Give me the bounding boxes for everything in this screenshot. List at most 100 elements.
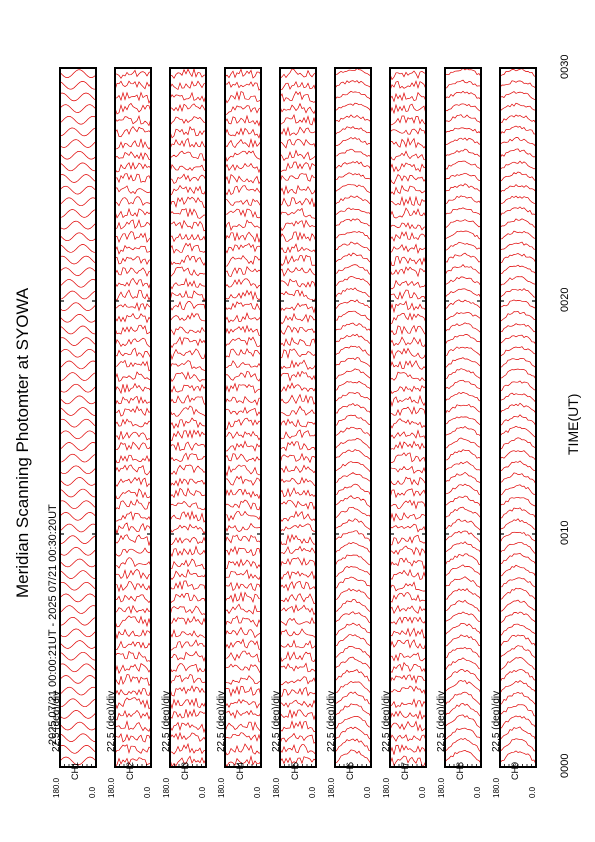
data-trace xyxy=(389,639,427,650)
data-trace xyxy=(169,663,207,673)
data-trace xyxy=(389,336,427,348)
data-trace xyxy=(500,230,537,240)
data-trace xyxy=(224,242,262,254)
data-trace xyxy=(334,449,372,461)
data-trace xyxy=(389,289,427,302)
data-trace xyxy=(279,173,316,184)
data-trace xyxy=(59,220,97,230)
x-axis-label: TIME(UT) xyxy=(565,394,581,455)
data-trace xyxy=(279,604,317,616)
data-trace xyxy=(444,276,482,287)
data-trace xyxy=(169,628,207,639)
data-trace xyxy=(334,669,372,682)
data-trace xyxy=(499,669,537,683)
data-trace xyxy=(444,518,482,532)
data-trace xyxy=(114,557,152,569)
data-trace xyxy=(59,558,97,568)
data-trace xyxy=(114,395,152,407)
data-trace xyxy=(114,277,152,289)
x-tick-label: 0000 xyxy=(559,754,571,778)
data-trace xyxy=(389,91,427,103)
data-trace xyxy=(114,628,152,640)
data-trace xyxy=(224,685,262,698)
data-trace xyxy=(499,334,537,346)
panel-ch4 xyxy=(224,67,262,768)
data-trace xyxy=(279,102,317,115)
data-trace xyxy=(169,173,207,184)
scale-label: 22.5 (deg)/div xyxy=(216,691,227,752)
data-trace xyxy=(389,440,427,451)
data-trace xyxy=(334,611,372,624)
data-trace xyxy=(279,289,317,302)
data-trace xyxy=(499,531,537,543)
data-trace xyxy=(169,290,207,303)
data-trace xyxy=(169,510,207,523)
data-trace xyxy=(169,545,207,558)
data-trace xyxy=(224,475,262,486)
data-trace xyxy=(224,370,262,382)
data-trace xyxy=(279,348,317,360)
data-trace xyxy=(389,534,427,546)
y-tick-label-min: 0.0 xyxy=(198,786,207,798)
data-trace xyxy=(499,518,537,531)
data-trace xyxy=(224,545,262,557)
x-tick-label: 0030 xyxy=(559,55,571,79)
y-tick-label-max: 180.0 xyxy=(217,777,226,798)
data-trace xyxy=(279,80,317,92)
data-trace xyxy=(334,172,372,181)
data-trace xyxy=(334,483,372,497)
scale-label: 22.5 (deg)/div xyxy=(51,691,62,752)
data-trace xyxy=(444,195,482,205)
data-trace xyxy=(334,461,372,474)
data-trace xyxy=(389,512,427,523)
data-trace xyxy=(499,484,537,496)
data-trace xyxy=(334,195,372,206)
data-trace xyxy=(279,709,317,721)
data-trace xyxy=(169,164,207,173)
data-trace xyxy=(169,207,207,219)
y-tick-label-max: 180.0 xyxy=(162,777,171,798)
panel-ch3 xyxy=(169,67,207,768)
data-trace xyxy=(59,279,97,288)
data-trace xyxy=(224,440,262,452)
data-trace xyxy=(334,276,372,287)
data-trace xyxy=(169,487,207,499)
data-trace xyxy=(444,148,482,158)
data-trace xyxy=(114,615,152,628)
data-trace xyxy=(224,231,262,243)
panel-ch8 xyxy=(444,67,482,768)
data-trace xyxy=(334,252,372,264)
data-trace xyxy=(444,137,482,146)
data-trace xyxy=(169,277,206,290)
panel-frame xyxy=(499,67,537,768)
data-trace xyxy=(389,616,427,625)
data-trace xyxy=(444,599,482,612)
data-trace xyxy=(169,558,207,570)
data-trace xyxy=(114,267,152,277)
panel-frame xyxy=(334,67,372,768)
data-trace xyxy=(169,196,207,208)
data-trace xyxy=(169,742,207,755)
data-trace xyxy=(334,333,372,345)
data-trace xyxy=(444,252,482,263)
data-trace xyxy=(444,737,482,753)
data-trace xyxy=(499,496,537,507)
data-trace xyxy=(334,656,372,671)
data-trace xyxy=(114,650,152,663)
panel-ch1 xyxy=(59,67,97,768)
data-trace xyxy=(279,676,317,686)
data-trace xyxy=(114,733,152,743)
data-trace xyxy=(59,255,97,265)
data-trace xyxy=(224,581,262,592)
data-trace xyxy=(499,264,537,275)
data-trace xyxy=(444,680,482,694)
data-trace xyxy=(389,300,427,314)
data-trace xyxy=(279,266,317,277)
scale-label: 22.5 (deg)/div xyxy=(271,691,282,752)
data-trace xyxy=(444,79,482,90)
scale-label: 22.5 (deg)/div xyxy=(491,691,502,752)
data-trace xyxy=(444,449,482,461)
data-trace xyxy=(444,183,482,193)
data-trace xyxy=(59,616,97,626)
data-trace xyxy=(444,241,482,251)
